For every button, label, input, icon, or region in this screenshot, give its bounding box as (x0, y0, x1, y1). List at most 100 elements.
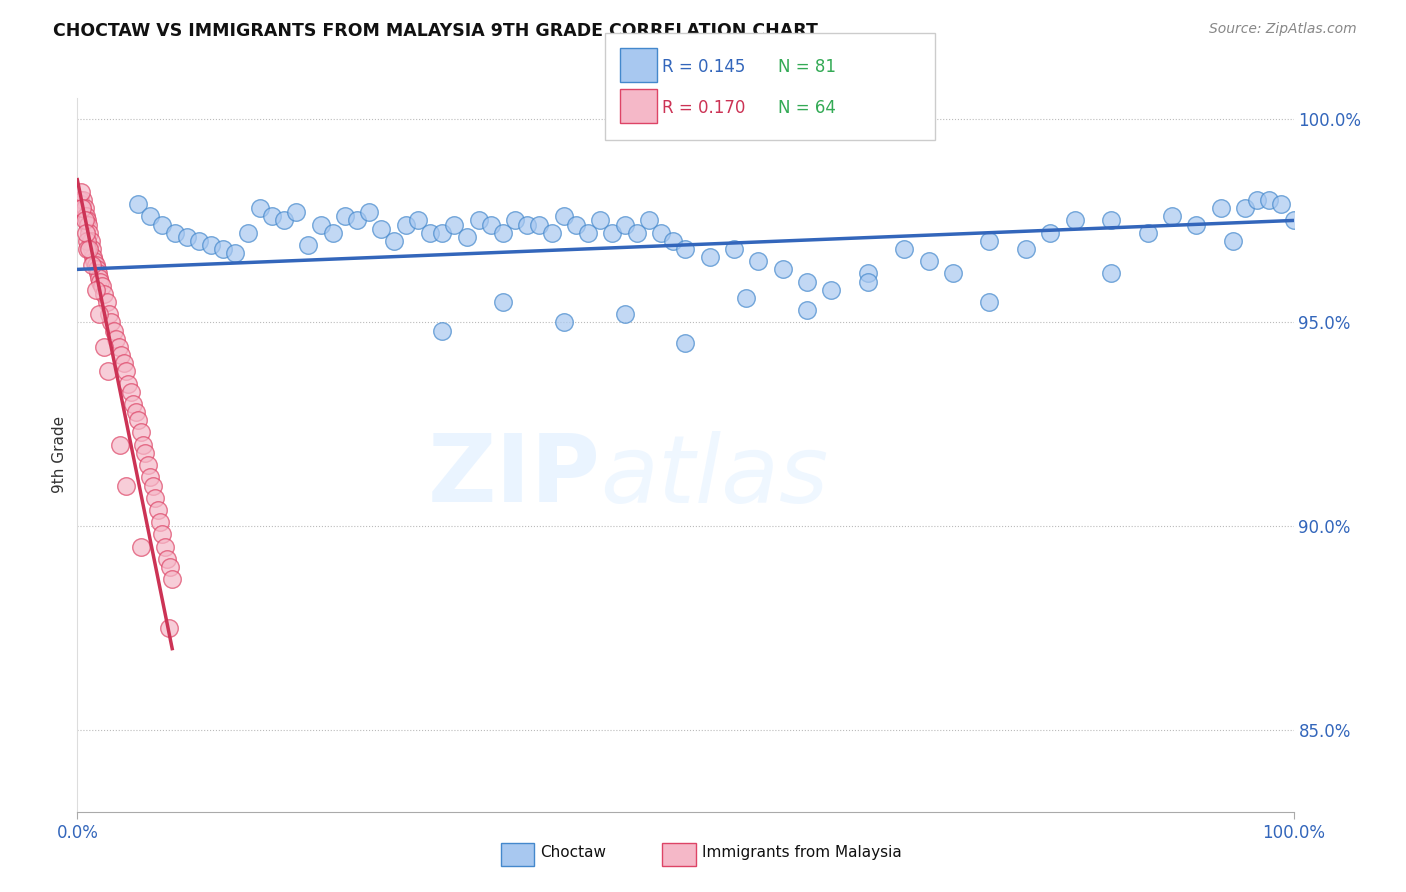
Point (100, 315, 122, 329)
Point (83, 254, 105, 268)
Point (613, 307, 636, 321)
Point (69, 193, 91, 207)
Point (1161, 210, 1184, 224)
Point (87, 267, 110, 281)
Point (125, 405, 148, 419)
Point (942, 267, 965, 281)
Text: R = 0.170: R = 0.170 (662, 99, 745, 117)
Point (1246, 193, 1268, 207)
Point (80, 234, 103, 248)
Point (346, 213, 368, 227)
Point (79, 226, 101, 240)
Point (82, 250, 104, 264)
Point (1039, 226, 1062, 240)
Point (735, 291, 758, 305)
Point (699, 250, 721, 264)
Point (322, 226, 344, 240)
Point (89, 307, 111, 321)
Point (796, 275, 818, 289)
Point (565, 218, 588, 232)
Point (77, 218, 100, 232)
Text: N = 81: N = 81 (778, 58, 835, 76)
Point (127, 197, 149, 211)
Point (772, 262, 794, 277)
Text: R = 0.145: R = 0.145 (662, 58, 745, 76)
Point (675, 242, 697, 256)
Point (747, 254, 769, 268)
Point (89, 270, 111, 285)
Point (553, 315, 575, 329)
Point (156, 552, 179, 566)
Point (149, 515, 172, 529)
Point (1209, 201, 1232, 215)
Point (84, 283, 107, 297)
Point (856, 275, 879, 289)
Point (395, 218, 418, 232)
Point (160, 572, 183, 586)
Point (602, 226, 624, 240)
Point (979, 234, 1001, 248)
Point (613, 218, 636, 232)
Point (76, 242, 98, 256)
Point (856, 267, 879, 281)
Point (139, 210, 162, 224)
Point (224, 246, 246, 260)
Point (626, 226, 648, 240)
Point (134, 446, 156, 460)
Point (139, 470, 162, 484)
Point (143, 491, 166, 505)
Point (370, 221, 392, 235)
Point (84, 258, 107, 272)
Point (467, 213, 489, 227)
Point (419, 226, 441, 240)
Point (70, 201, 93, 215)
Point (89, 275, 111, 289)
Point (650, 226, 672, 240)
Point (1258, 193, 1281, 207)
Point (432, 226, 454, 240)
Point (479, 218, 502, 232)
Point (72, 193, 94, 207)
Text: CHOCTAW VS IMMIGRANTS FROM MALAYSIA 9TH GRADE CORRELATION CHART: CHOCTAW VS IMMIGRANTS FROM MALAYSIA 9TH … (53, 22, 818, 40)
Point (73, 213, 96, 227)
Point (723, 242, 745, 256)
Point (979, 295, 1001, 310)
Point (107, 340, 129, 354)
Point (236, 226, 259, 240)
Point (86, 262, 108, 277)
Point (129, 425, 152, 440)
Point (1099, 267, 1122, 281)
Point (406, 213, 429, 227)
Point (1270, 197, 1292, 211)
Point (1063, 213, 1085, 227)
Point (79, 242, 101, 256)
Point (662, 234, 685, 248)
Point (93, 340, 115, 354)
Point (1015, 242, 1038, 256)
Point (553, 210, 575, 224)
Point (188, 234, 211, 248)
Point (153, 540, 176, 554)
Point (76, 234, 98, 248)
Point (273, 213, 295, 227)
Point (1136, 226, 1159, 240)
Point (105, 332, 128, 346)
Point (503, 213, 526, 227)
Point (159, 560, 181, 574)
Point (260, 210, 283, 224)
Y-axis label: 9th Grade: 9th Grade (52, 417, 67, 493)
Point (589, 213, 612, 227)
Point (76, 213, 98, 227)
Text: atlas: atlas (600, 431, 828, 522)
Point (796, 303, 818, 318)
Point (893, 242, 915, 256)
Point (93, 286, 115, 301)
Point (73, 201, 96, 215)
Point (456, 229, 478, 244)
Point (382, 234, 405, 248)
Point (443, 218, 465, 232)
Point (115, 478, 138, 492)
Point (309, 218, 332, 232)
Point (163, 226, 186, 240)
Point (132, 438, 155, 452)
